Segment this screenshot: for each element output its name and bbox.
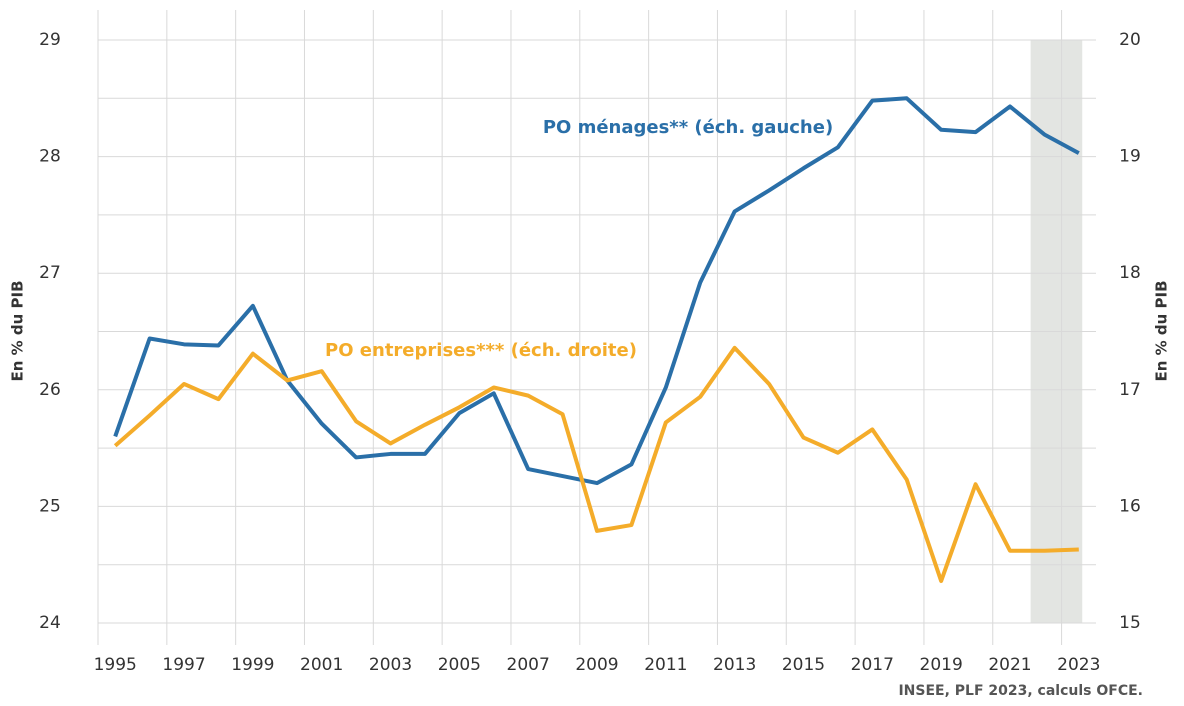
y2-tick-label: 17 bbox=[1119, 380, 1141, 400]
y-tick-label: 27 bbox=[39, 263, 61, 283]
x-tick-label: 2005 bbox=[438, 655, 481, 675]
y2-axis-title: En % du PIB bbox=[1153, 280, 1171, 381]
x-tick-label: 2017 bbox=[851, 655, 894, 675]
y-tick-label: 25 bbox=[39, 496, 61, 516]
series-line bbox=[113, 345, 1079, 584]
x-tick-label: 2003 bbox=[369, 655, 412, 675]
y-tick-label: 29 bbox=[39, 30, 61, 50]
y2-tick-label: 19 bbox=[1119, 147, 1141, 167]
series-line bbox=[113, 96, 1080, 486]
x-tick-label: 2015 bbox=[782, 655, 825, 675]
x-tick-label: 1995 bbox=[94, 655, 137, 675]
x-tick-label: 2021 bbox=[988, 655, 1031, 675]
source: INSEE, PLF 2023, calculs OFCE. bbox=[898, 683, 1143, 699]
y2-tick-label: 18 bbox=[1119, 263, 1141, 283]
x-tick-label: 2007 bbox=[507, 655, 550, 675]
x-tick-label: 2001 bbox=[300, 655, 343, 675]
y-tick-label: 26 bbox=[39, 380, 61, 400]
y2-tick-label: 15 bbox=[1119, 613, 1141, 633]
x-tick-label: 2009 bbox=[575, 655, 618, 675]
x-tick-label: 2023 bbox=[1057, 655, 1100, 675]
y2-tick-label: 20 bbox=[1119, 30, 1141, 50]
y2-tick-label: 16 bbox=[1119, 496, 1141, 516]
x-tick-label: 1999 bbox=[231, 655, 274, 675]
series-label: PO ménages** (éch. gauche) bbox=[543, 117, 833, 138]
y-tick-label: 24 bbox=[39, 613, 61, 633]
x-tick-label: 1997 bbox=[162, 655, 205, 675]
x-tick-label: 2019 bbox=[920, 655, 963, 675]
y-axis-title: En % du PIB bbox=[9, 280, 27, 381]
y-tick-label: 28 bbox=[39, 147, 61, 167]
x-tick-label: 2013 bbox=[713, 655, 756, 675]
x-tick-label: 2011 bbox=[644, 655, 687, 675]
series-label: PO entreprises*** (éch. droite) bbox=[325, 340, 637, 361]
